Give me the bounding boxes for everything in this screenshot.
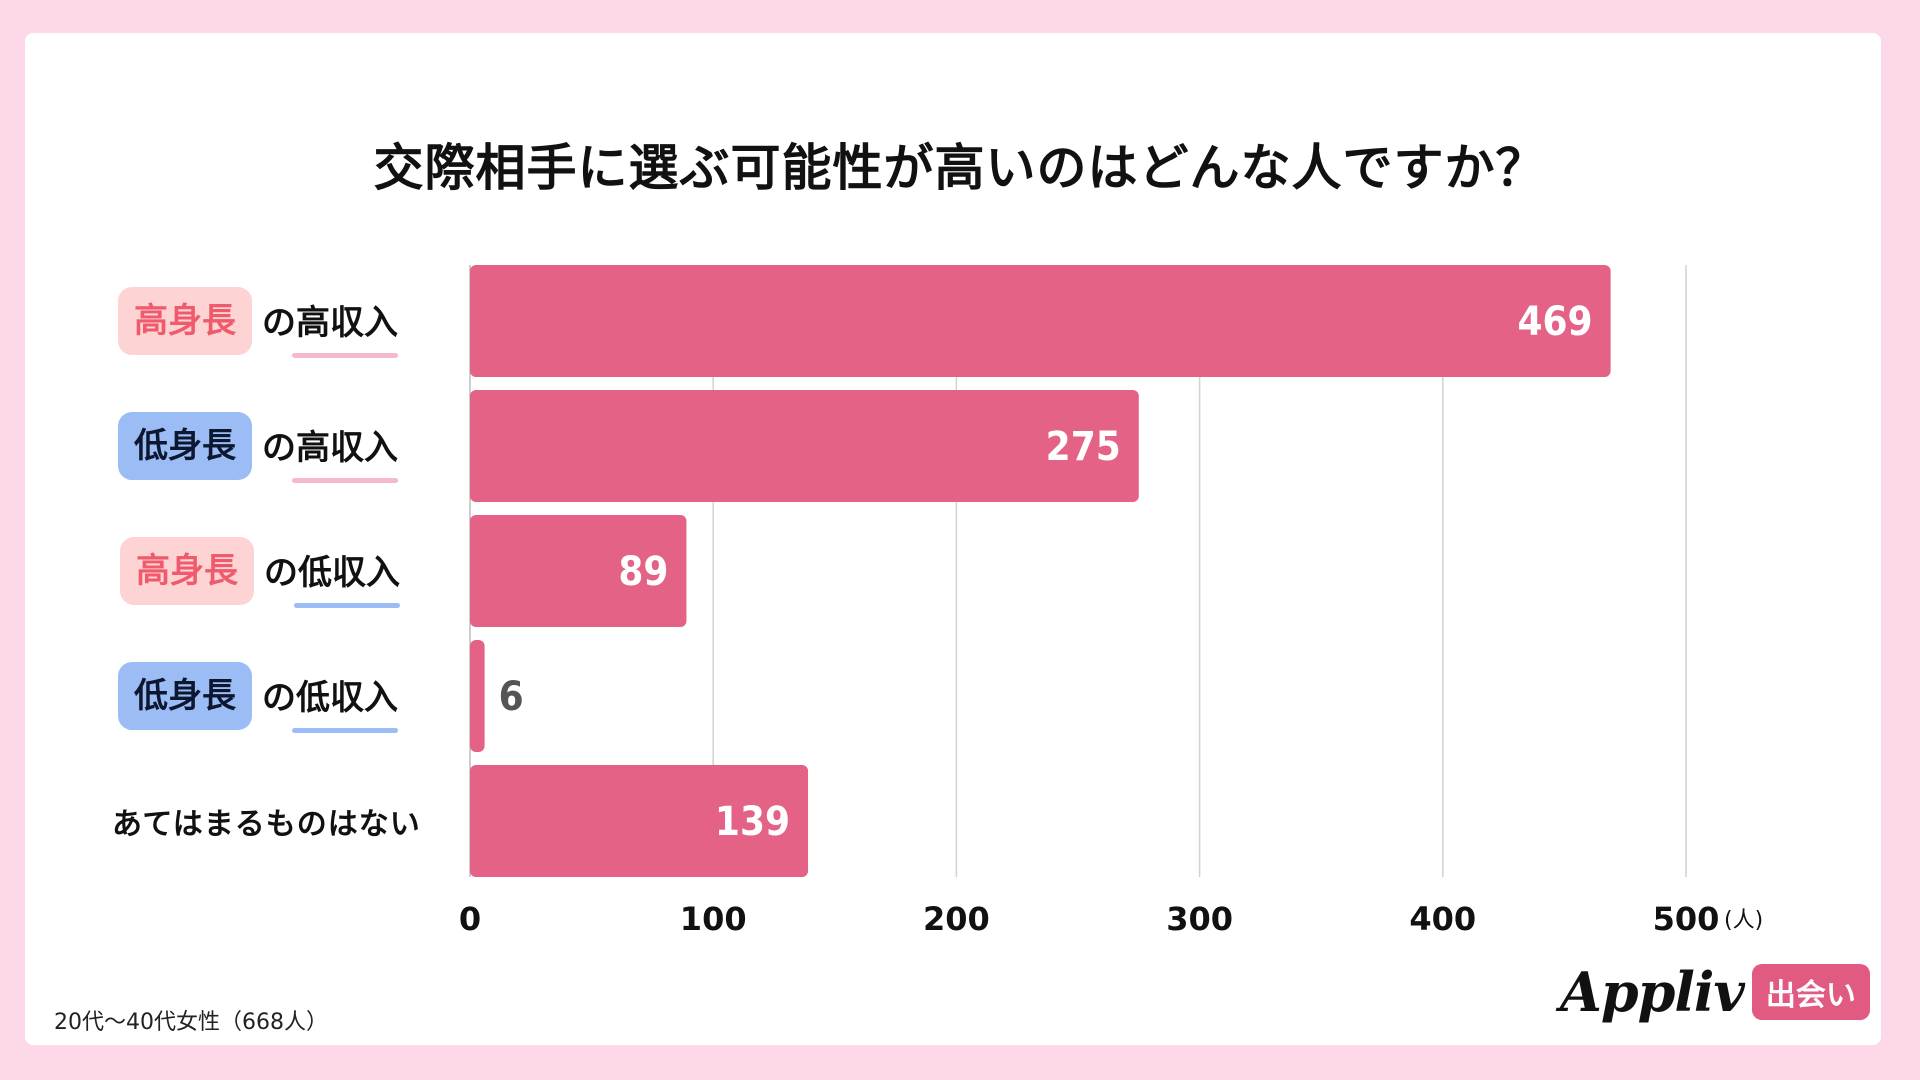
data-label-4: 139 [715,799,790,845]
income-suffix: の高収入 [262,420,398,483]
category-label-4: あてはまるものはない [112,786,421,856]
logo: Appliv 出会い [1560,960,1870,1024]
footnote: 20代〜40代女性（668人） [54,1010,328,1035]
tick-label-400: 400 [1409,900,1476,938]
bar-3 [470,640,485,752]
bar-0 [470,265,1611,377]
category-label-0: 高身長 の高収入 [118,286,398,358]
category-label-3: 低身長 の低収入 [118,661,398,733]
logo-wordmark: Appliv [1560,960,1745,1024]
bar-2 [470,515,687,627]
data-label-2: 89 [618,549,668,595]
chart-title: 交際相手に選ぶ可能性が高いのはどんな人ですか？ [373,139,1547,197]
category-text: あてはまるものはない [112,807,421,842]
income-suffix: の高収入 [262,295,398,358]
height-pill: 高身長 [120,537,254,605]
category-label-1: 低身長 の高収入 [118,411,398,483]
bar-1 [470,390,1139,502]
tick-label-200: 200 [923,900,990,938]
income-underline [292,727,398,733]
tick-label-0: 0 [459,900,481,938]
height-pill: 高身長 [118,287,252,355]
category-label-2: 高身長 の低収入 [120,536,400,608]
x-axis-unit: (人) [1724,908,1763,933]
height-pill: 低身長 [118,662,252,730]
income-underline [292,477,398,483]
data-label-1: 275 [1046,424,1121,470]
logo-badge: 出会い [1751,964,1870,1020]
tick-label-500: 500 [1653,900,1720,938]
income-underline [294,602,400,608]
data-label-3: 6 [499,674,524,720]
height-pill: 低身長 [118,412,252,480]
income-suffix: の低収入 [264,545,400,608]
income-underline [292,352,398,358]
chart-card [25,33,1881,1045]
tick-label-100: 100 [680,900,747,938]
data-label-0: 469 [1517,299,1592,345]
tick-label-300: 300 [1166,900,1233,938]
bar-4 [470,765,809,877]
income-suffix: の低収入 [262,670,398,733]
